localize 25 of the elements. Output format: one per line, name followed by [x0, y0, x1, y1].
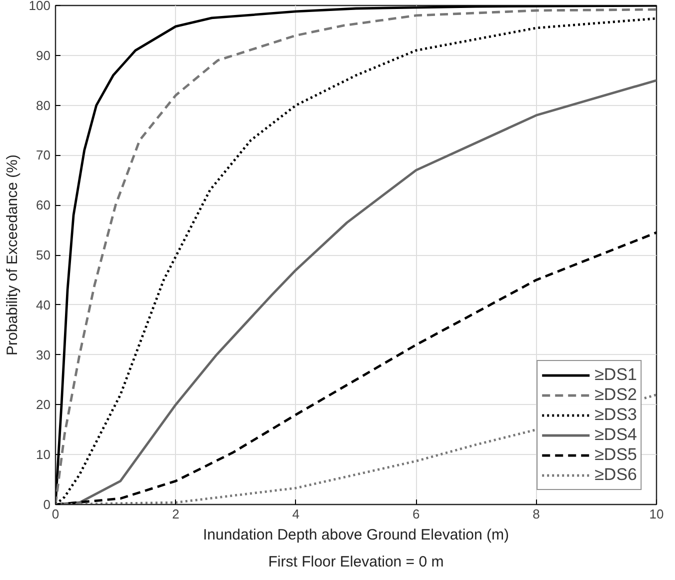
legend-label: ≥DS5: [594, 445, 637, 465]
y-tick-label: 10: [36, 447, 51, 462]
x-tick-label: 2: [172, 506, 180, 522]
x-tick-label: 8: [532, 506, 540, 522]
y-tick-label: 100: [28, 0, 51, 13]
y-tick-label: 20: [36, 397, 51, 412]
legend-label: ≥DS4: [594, 425, 637, 445]
x-tick-label: 4: [292, 506, 300, 522]
legend-label: ≥DS1: [594, 365, 637, 385]
y-tick-label: 0: [43, 497, 51, 512]
x-tick-label: 6: [412, 506, 420, 522]
y-tick-label: 30: [36, 347, 51, 362]
x-axis-title: Inundation Depth above Ground Elevation (m): [202, 526, 510, 544]
y-tick-label: 40: [36, 297, 51, 312]
y-tick-label: 60: [36, 198, 51, 213]
y-tick-label: 50: [36, 248, 51, 262]
legend-label: ≥DS3: [594, 405, 637, 425]
legend-label: ≥DS2: [594, 385, 637, 405]
x-tick-label: 10: [649, 506, 664, 522]
y-tick-label: 70: [36, 148, 51, 163]
y-tick-label: 80: [36, 98, 51, 113]
y-tick-label: 90: [36, 48, 51, 63]
text: First Floor Elevation = 0 m: [268, 554, 444, 570]
y-axis-title: Probability of Exceedance (%): [4, 154, 21, 356]
legend-label: ≥DS6: [594, 465, 637, 485]
